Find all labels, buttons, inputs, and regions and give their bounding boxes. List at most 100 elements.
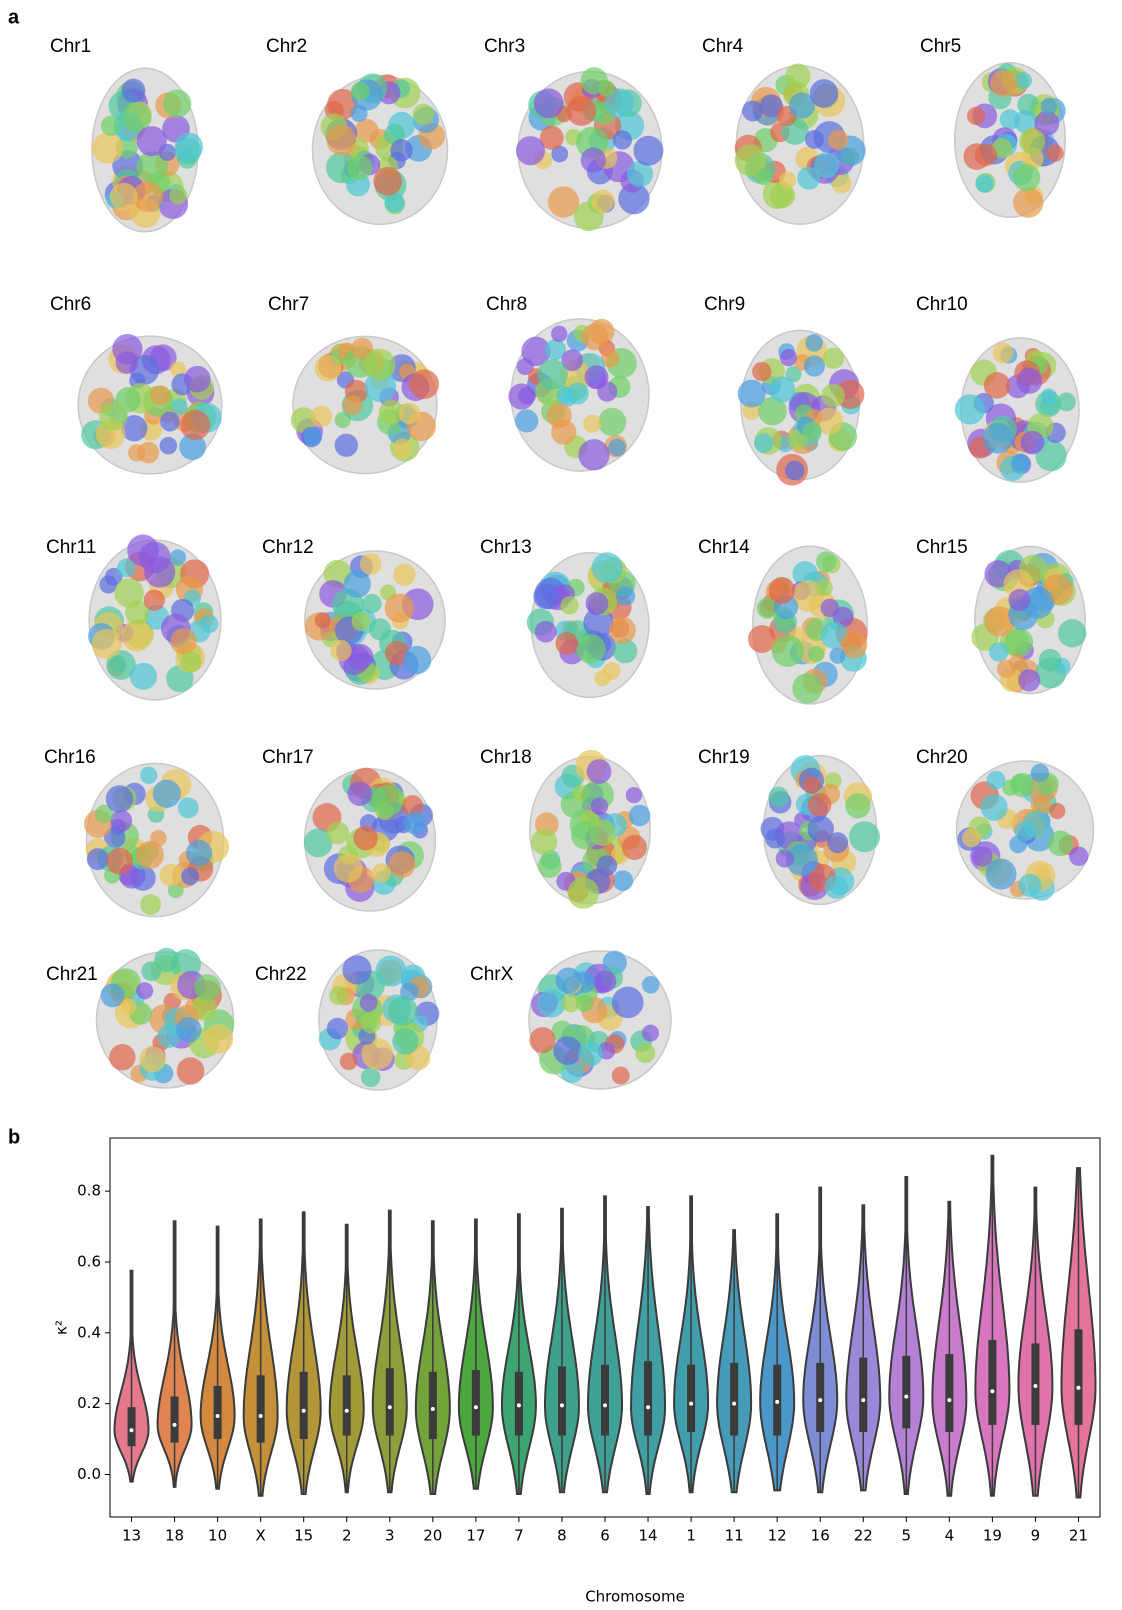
structure-bead [1020,430,1045,455]
structure-bead [140,766,158,784]
structure-bead [92,132,124,164]
structure-bead [136,150,169,183]
structure-bead [137,441,160,464]
iqr-box [299,1371,308,1440]
structure-bead [803,776,821,795]
iqr-box [342,1375,351,1436]
structure-bead [988,642,1009,662]
structure-bead [779,171,797,189]
median-dot [129,1428,134,1433]
structure-bead [171,398,188,415]
structure-bead [150,385,171,406]
structure-bead [1013,187,1044,218]
structure-bead [533,583,559,610]
structure-bead [1046,144,1064,162]
structure-bead [815,407,843,435]
x-tick-label: 4 [945,1527,955,1545]
structure-bead [807,815,835,843]
structure-bead [325,151,358,184]
structure-bead [567,877,600,909]
structure-bead [821,383,845,408]
structure-bead [769,376,796,403]
median-dot [301,1408,306,1413]
structure-bead [1030,763,1050,783]
structure-bead [140,894,161,915]
structure-bead [121,101,152,132]
structure-bead [809,79,839,108]
structure-label: Chr2 [266,36,307,57]
structure-bead [384,192,405,213]
x-tick-label: 17 [466,1527,485,1545]
x-tick-label: 6 [600,1527,610,1545]
structure-bead [343,570,371,598]
structure-label: Chr18 [480,747,532,768]
structure-bead [602,662,621,680]
structure-bead [633,135,664,166]
structure-bead [326,1017,349,1040]
structure-bead [824,875,849,899]
structure-bead [347,643,374,670]
structure-bead [180,409,211,440]
iqr-box [256,1375,265,1443]
structure-bead [1011,453,1030,472]
structure-bead [980,793,1008,821]
x-tick-label: 21 [1069,1527,1088,1545]
structure-label: Chr8 [486,294,527,315]
structure-bead [1019,128,1046,155]
structure-bead [804,130,824,149]
structure-bead [756,597,779,619]
structure-bead [586,759,612,784]
structure-bead [570,821,600,850]
iqr-box [385,1368,394,1436]
structure-bead [590,189,615,213]
x-tick-label: X [256,1527,266,1545]
structure-bead [785,366,802,383]
structure-bead [184,365,211,393]
structure-bead [551,325,568,343]
structure-bead [742,100,764,122]
structure-bead [109,1044,136,1071]
structure-bead [110,809,133,832]
x-tick-label: 15 [294,1527,313,1545]
x-tick-label: 2 [342,1527,352,1545]
median-dot [430,1406,435,1411]
structure-bead [339,1052,358,1071]
structure-bead [596,855,618,876]
structure-bead [136,126,167,157]
iqr-box [170,1396,179,1443]
structure-bead [539,125,564,150]
structure-bead [359,993,378,1012]
structure-bead [159,863,183,887]
structure-bead [329,985,349,1006]
structure-label: Chr14 [698,537,750,558]
structure-bead [169,186,188,205]
iqr-box [601,1364,609,1436]
structure-bead [598,407,627,437]
structure-bead [1038,648,1062,672]
structure-bead [576,634,606,664]
iqr-box [428,1371,437,1440]
structure-bead [755,168,772,186]
structure-bead [1004,628,1034,658]
iqr-box [557,1366,566,1436]
structure-bead [784,460,805,481]
x-tick-label: 10 [208,1527,227,1545]
structure-bead [608,438,626,457]
x-tick-label: 18 [165,1527,184,1545]
structure-bead [516,358,534,376]
structure-bead [802,421,822,442]
structure-bead [765,828,785,849]
structure-bead [363,348,396,381]
structure-bead [121,415,148,442]
median-dot [646,1405,651,1410]
x-tick-label: 14 [638,1527,657,1545]
structure-bead [600,349,620,368]
structure-bead [360,1067,381,1088]
structure-bead [771,635,804,667]
structure-bead [626,160,654,188]
structure-bead [359,553,382,575]
structure-bead [768,577,796,604]
structure-bead [628,804,651,827]
structure-bead [990,70,1018,97]
structure-bead [176,1017,202,1043]
